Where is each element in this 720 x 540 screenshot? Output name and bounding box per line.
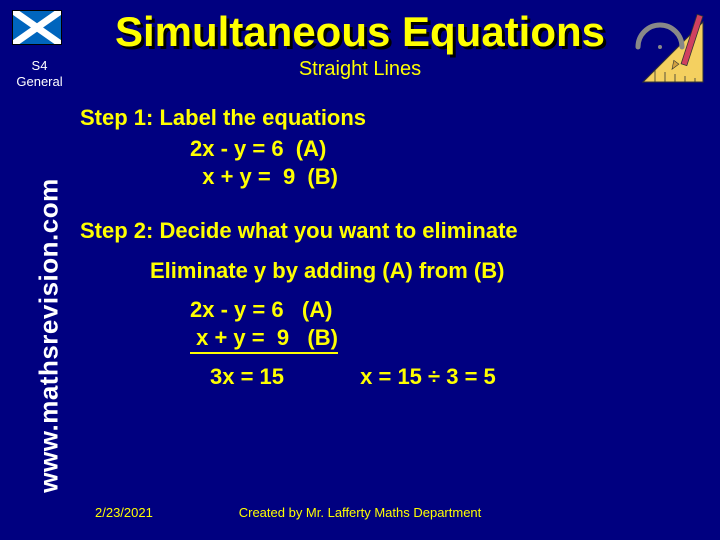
footer-credit: Created by Mr. Lafferty Maths Department <box>0 505 720 520</box>
step2-equations: 2x - y = 6 (A) x + y = 9 (B) <box>190 296 700 354</box>
page-subtitle: Straight Lines <box>0 58 720 81</box>
step1-equations: 2x - y = 6 (A) x + y = 9 (B) <box>190 135 700 190</box>
sidebar-url: www.mathsrevision.com <box>34 178 65 492</box>
result-3x: 3x = 15 <box>210 364 284 390</box>
main-content: Step 1: Label the equations 2x - y = 6 (… <box>80 105 700 390</box>
level-line2: General <box>12 74 67 90</box>
page-title: Simultaneous Equations <box>0 10 720 54</box>
level-label: S4 General <box>12 58 67 89</box>
eliminate-text: Eliminate y by adding (A) from (B) <box>150 258 700 284</box>
equation-1b: x + y = 9 (B) <box>190 163 700 191</box>
header: S4 General Simultaneous Equations Straig… <box>0 10 720 81</box>
step2-title: Step 2: Decide what you want to eliminat… <box>80 218 700 244</box>
result-x: x = 15 ÷ 3 = 5 <box>360 364 496 390</box>
equation-2a: 2x - y = 6 (A) <box>190 296 700 324</box>
math-tools-icon <box>635 12 710 87</box>
step1-title: Step 1: Label the equations <box>80 105 700 131</box>
level-line1: S4 <box>12 58 67 74</box>
equation-1a: 2x - y = 6 (A) <box>190 135 700 163</box>
result-row: 3x = 15 x = 15 ÷ 3 = 5 <box>210 364 700 390</box>
scotland-flag-icon <box>12 10 62 45</box>
equation-2b: x + y = 9 (B) <box>190 324 700 355</box>
